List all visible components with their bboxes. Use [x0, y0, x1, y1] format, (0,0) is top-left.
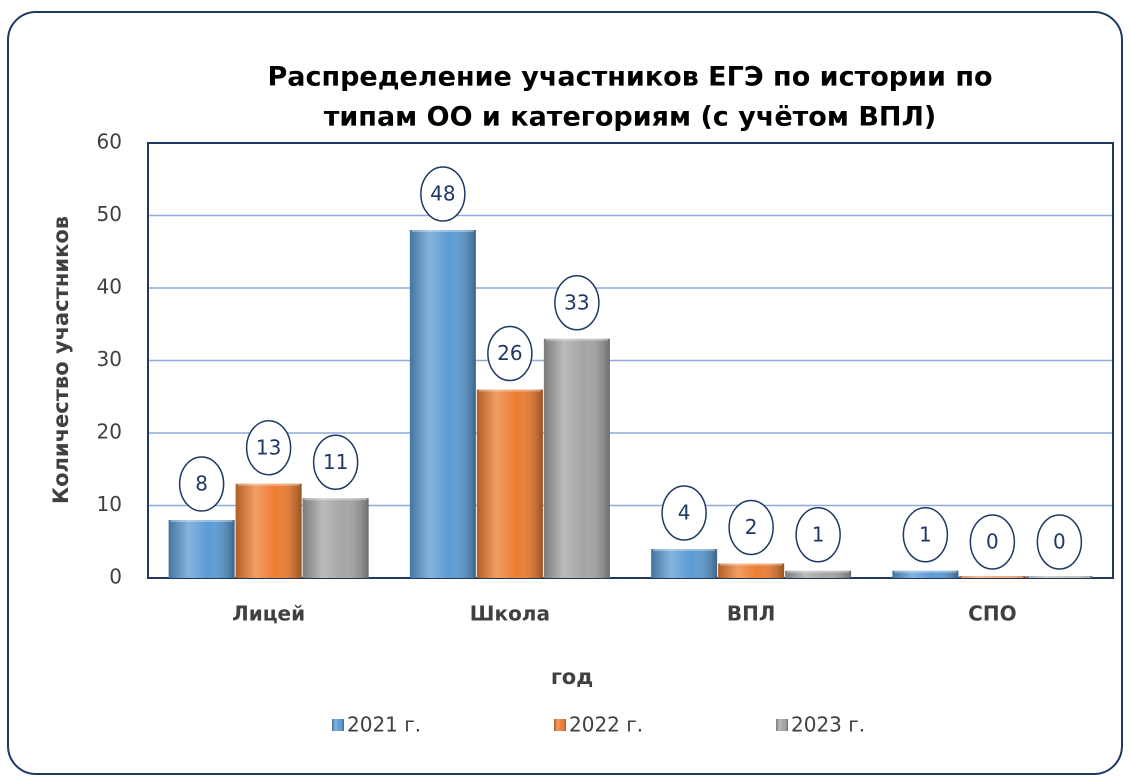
x-tick-label: Лицей — [232, 602, 305, 626]
bar-shade — [1026, 576, 1093, 578]
bar-shade — [651, 549, 718, 578]
bar-cap — [304, 498, 367, 501]
legend-label: 2021 г. — [347, 713, 421, 737]
data-label: 33 — [564, 290, 589, 314]
data-label-bubble — [902, 507, 949, 563]
bar-cap — [787, 570, 850, 573]
y-axis-title: Количество участников — [49, 216, 73, 504]
legend-swatch-shade — [332, 719, 344, 731]
data-label-bubble — [554, 275, 600, 331]
data-label: 4 — [678, 501, 691, 525]
bar-shade — [892, 570, 959, 578]
chart-title: типам ОО и категориям (с учётом ВПЛ) — [324, 102, 937, 133]
data-label: 13 — [256, 435, 281, 459]
bar-cap — [653, 549, 716, 551]
legend-label: 2023 г. — [791, 713, 865, 737]
bar-shade — [302, 498, 369, 578]
bar-shade — [235, 483, 302, 578]
bar-cap — [545, 338, 608, 341]
bar-cap — [894, 570, 957, 573]
data-label-bubble — [312, 434, 359, 490]
data-label-bubble — [661, 485, 707, 541]
data-label: 0 — [1053, 530, 1066, 554]
bar-shade — [718, 563, 785, 578]
data-label-bubble — [795, 507, 841, 563]
bar-shade — [476, 389, 543, 578]
x-tick-label: Школа — [470, 602, 550, 626]
bar-cap — [478, 389, 541, 392]
bar-shade — [959, 576, 1026, 578]
bar-cap — [961, 576, 1024, 578]
data-label-bubble — [245, 420, 292, 476]
data-label: 26 — [497, 341, 522, 365]
data-label-bubble — [487, 325, 533, 382]
y-tick-label: 50 — [97, 202, 122, 226]
x-tick-label: ВПЛ — [727, 602, 776, 626]
bar-cap — [170, 520, 233, 522]
y-tick-label: 10 — [97, 492, 122, 516]
data-label: 1 — [812, 522, 825, 546]
plot-frame — [147, 142, 1114, 579]
y-tick-label: 40 — [97, 275, 122, 299]
data-label: 8 — [195, 472, 208, 496]
data-label-bubble — [420, 166, 466, 222]
bar-shade — [168, 520, 235, 578]
data-label-bubble — [969, 514, 1016, 570]
bar-cap — [1028, 576, 1091, 578]
y-tick-label: 0 — [109, 565, 122, 589]
y-tick-label: 60 — [97, 130, 122, 154]
data-label-bubble — [178, 456, 225, 512]
y-tick-label: 20 — [97, 420, 122, 444]
legend-swatch-shade — [554, 719, 566, 731]
data-label: 1 — [919, 522, 932, 546]
x-tick-label: СПО — [968, 602, 1016, 626]
bar-cap — [720, 563, 783, 566]
bar-cap — [237, 483, 300, 486]
legend-label: 2022 г. — [569, 713, 643, 737]
data-label: 11 — [323, 450, 348, 474]
bar-cap — [411, 230, 474, 232]
data-label-bubble — [1036, 514, 1083, 570]
chart-title: Распределение участников ЕГЭ по истории … — [267, 62, 992, 93]
data-label: 0 — [986, 530, 999, 554]
bar-shade — [543, 338, 610, 578]
legend-swatch-shade — [776, 719, 788, 731]
data-label-bubble — [728, 499, 774, 556]
bar-shade — [785, 570, 852, 578]
y-tick-label: 30 — [97, 347, 122, 371]
data-label: 2 — [745, 515, 758, 539]
bar-shade — [409, 230, 476, 578]
data-label: 48 — [430, 182, 455, 206]
x-axis-title: год — [551, 665, 593, 689]
